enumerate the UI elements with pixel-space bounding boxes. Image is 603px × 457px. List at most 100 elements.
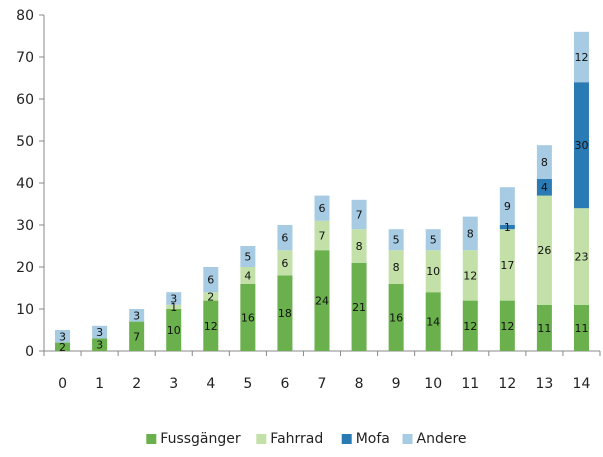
bar-segment bbox=[240, 246, 256, 267]
bar-value-label: 26 bbox=[537, 244, 551, 257]
y-tick-label: 20 bbox=[16, 260, 34, 276]
bar-segment bbox=[314, 250, 330, 351]
bar-segment bbox=[203, 267, 219, 293]
bar-segment bbox=[203, 292, 219, 301]
bar-value-label: 5 bbox=[430, 234, 437, 247]
bar-segment bbox=[351, 229, 367, 263]
y-tick-label: 50 bbox=[16, 134, 34, 150]
bar-segment bbox=[573, 208, 589, 305]
bar-segment bbox=[166, 304, 182, 309]
bar-value-label: 16 bbox=[241, 311, 255, 324]
bar-segment bbox=[462, 250, 478, 301]
bar-value-label: 23 bbox=[574, 251, 588, 264]
bar-value-label: 5 bbox=[393, 234, 400, 247]
bar-value-label: 17 bbox=[500, 259, 514, 272]
bar-value-label: 3 bbox=[170, 293, 177, 306]
bar-value-label: 3 bbox=[96, 339, 103, 352]
bar-value-label: 18 bbox=[278, 307, 292, 320]
bar-value-label: 5 bbox=[244, 251, 251, 264]
bar-value-label: 6 bbox=[281, 232, 288, 245]
bar-value-label: 12 bbox=[500, 320, 514, 333]
bar-value-label: 12 bbox=[463, 320, 477, 333]
bar-value-label: 6 bbox=[319, 202, 326, 215]
bar-segment bbox=[166, 309, 182, 351]
legend-label: Fussgänger bbox=[160, 431, 241, 447]
x-tick-label: 9 bbox=[392, 376, 401, 392]
y-tick-label: 30 bbox=[16, 218, 34, 234]
bar-segment bbox=[240, 283, 256, 351]
bar-segment bbox=[129, 321, 145, 351]
bar-value-label: 6 bbox=[281, 257, 288, 270]
bar-segment bbox=[277, 275, 293, 351]
bar-value-label: 3 bbox=[59, 330, 66, 343]
bar-segment bbox=[536, 145, 552, 179]
x-tick-label: 1 bbox=[95, 376, 104, 392]
bar-segment bbox=[203, 300, 219, 351]
bar-segment bbox=[55, 330, 71, 343]
bar-segment bbox=[92, 338, 108, 351]
bar-value-label: 14 bbox=[426, 316, 440, 329]
bar-value-label: 4 bbox=[244, 269, 251, 282]
x-tick-label: 5 bbox=[243, 376, 252, 392]
bar-segment bbox=[499, 300, 515, 351]
bar-value-label: 7 bbox=[133, 330, 140, 343]
bar-value-label: 4 bbox=[541, 181, 548, 194]
bar-segment bbox=[92, 325, 108, 339]
legend-swatch bbox=[146, 434, 157, 444]
bar-segment bbox=[388, 283, 404, 351]
bar-value-label: 8 bbox=[356, 240, 363, 253]
x-tick-label: 10 bbox=[424, 376, 442, 392]
bar-value-label: 12 bbox=[574, 51, 588, 64]
x-tick-label: 0 bbox=[58, 376, 67, 392]
bar-value-label: 11 bbox=[537, 322, 551, 335]
bar-value-label: 7 bbox=[319, 230, 326, 243]
bar-value-label: 12 bbox=[463, 269, 477, 282]
bar-value-label: 1 bbox=[170, 301, 177, 314]
bar-segment bbox=[425, 229, 441, 251]
legend-label: Mofa bbox=[356, 431, 390, 447]
bar-segment bbox=[166, 292, 182, 305]
bar-segment bbox=[462, 300, 478, 351]
bar-segment bbox=[277, 250, 293, 276]
bar-value-label: 12 bbox=[204, 320, 218, 333]
bar-segment bbox=[425, 250, 441, 293]
bar-value-label: 3 bbox=[133, 309, 140, 322]
y-tick-label: 40 bbox=[16, 176, 34, 192]
bar-value-label: 30 bbox=[574, 139, 588, 152]
y-tick-label: 80 bbox=[16, 8, 34, 24]
bar-value-label: 21 bbox=[352, 301, 366, 314]
bar-segment bbox=[388, 229, 404, 251]
x-tick-label: 3 bbox=[169, 376, 178, 392]
y-tick-label: 0 bbox=[25, 344, 34, 360]
bar-value-label: 8 bbox=[541, 156, 548, 169]
bar-value-label: 2 bbox=[207, 290, 214, 303]
bar-segment bbox=[499, 225, 515, 230]
bar-value-label: 8 bbox=[467, 227, 474, 240]
x-tick-label: 14 bbox=[573, 376, 591, 392]
legend-swatch bbox=[402, 434, 413, 444]
bar-segment bbox=[425, 292, 441, 351]
bar-value-label: 16 bbox=[389, 311, 403, 324]
x-tick-label: 13 bbox=[535, 376, 553, 392]
bar-segment bbox=[573, 304, 589, 351]
bar-segment bbox=[573, 82, 589, 209]
x-tick-label: 8 bbox=[355, 376, 364, 392]
bar-value-label: 6 bbox=[207, 274, 214, 287]
bar-value-label: 3 bbox=[96, 326, 103, 339]
bar-segment bbox=[536, 304, 552, 351]
bar-segment bbox=[388, 250, 404, 284]
bar-value-label: 11 bbox=[574, 322, 588, 335]
bar-segment bbox=[536, 195, 552, 305]
x-tick-label: 12 bbox=[498, 376, 516, 392]
bar-segment bbox=[462, 216, 478, 251]
bar-segment bbox=[277, 225, 293, 251]
bar-value-label: 24 bbox=[315, 295, 329, 308]
x-tick-label: 4 bbox=[206, 376, 215, 392]
bar-value-label: 7 bbox=[356, 209, 363, 222]
x-tick-label: 7 bbox=[318, 376, 327, 392]
x-tick-label: 11 bbox=[461, 376, 479, 392]
bar-segment bbox=[351, 262, 367, 351]
bar-value-label: 9 bbox=[504, 200, 511, 213]
bar-segment bbox=[499, 229, 515, 301]
bar-value-label: 1 bbox=[504, 221, 511, 234]
